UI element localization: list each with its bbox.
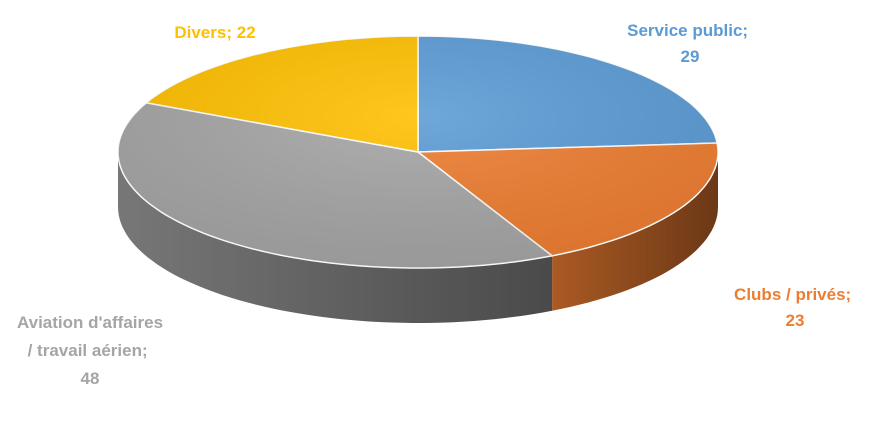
label-part: ; [141, 341, 148, 360]
label-part: ; [742, 21, 749, 40]
label-part: 23 [785, 311, 805, 330]
pie-side [118, 152, 553, 323]
label-part: 48 [80, 369, 100, 388]
label-part: Aviation d'affaires / travail aérien [16, 313, 164, 360]
label-part: Service public [627, 21, 743, 40]
label-part: ; [845, 285, 852, 304]
label-part: Divers [174, 23, 227, 42]
data-label: Aviation d'affaires / travail aérien; 48 [15, 309, 165, 393]
pie-side [552, 152, 718, 311]
label-part: 22 [236, 23, 256, 42]
label-part: 29 [680, 47, 700, 66]
data-label: Clubs / privés; 23 [700, 282, 877, 334]
label-part: Clubs / privés [734, 285, 846, 304]
data-label: Divers; 22 [130, 20, 300, 46]
label-part: ; [226, 23, 232, 42]
pie-highlight [118, 36, 718, 268]
data-label: Service public; 29 [590, 18, 790, 70]
